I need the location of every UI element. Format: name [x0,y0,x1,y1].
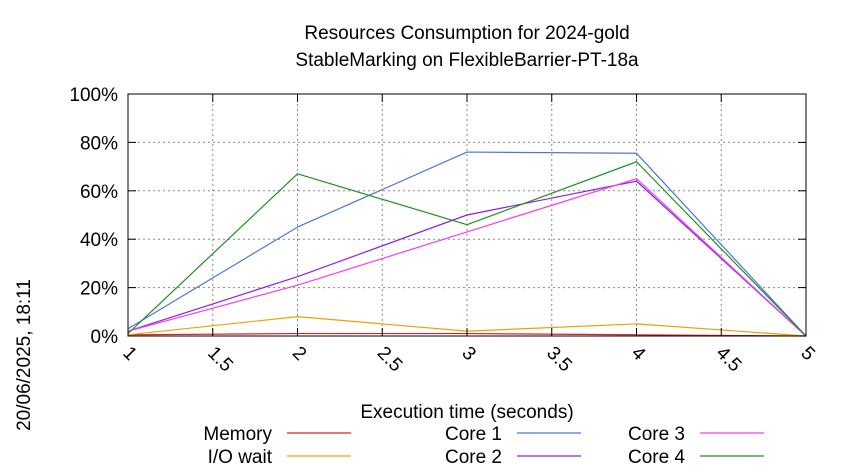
x-tick-label: 1 [118,343,140,365]
legend-label-core-3: Core 3 [628,424,685,445]
x-tick-label: 5 [796,343,818,365]
x-axis-label: Execution time (seconds) [360,402,573,423]
x-tick-label: 4 [627,343,650,366]
y-tick-label: 40% [80,230,118,251]
x-tick-label: 3 [457,343,479,365]
y-tick-label: 80% [80,133,118,154]
y-tick-label: 100% [69,85,118,106]
grid [128,94,806,336]
series-line-core-3 [127,178,807,337]
x-tick-label: 2 [288,343,310,365]
series-line-core-2 [127,180,807,337]
ticks: 0% 20% 40% 60% 80% 100% 1 1.5 2 2.5 3 3.5 4 4.5 5 [69,85,818,376]
legend-label-i-o-wait: I/O wait [208,447,273,468]
legend-label-core-1: Core 1 [445,424,502,445]
x-tick-label: 3.5 [542,343,576,377]
series-line-core-4 [127,161,807,337]
x-tick-label: 4.5 [712,343,746,377]
timestamp-label: 20/06/2025, 18:11 [14,279,35,431]
series-line-core-1 [127,151,807,337]
y-tick-label: 20% [80,279,118,300]
legend-label-memory: Memory [203,424,272,445]
x-tick-label: 2.5 [373,343,407,377]
legend-label-core-2: Core 2 [445,447,502,468]
x-tick-label: 1.5 [203,343,237,377]
legend-label-core-4: Core 4 [628,447,685,468]
y-tick-label: 60% [80,182,118,203]
chart-subtitle: StableMarking on FlexibleBarrier-PT-18a [295,50,639,71]
y-tick-label: 0% [91,327,119,348]
chart-title: Resources Consumption for 2024-gold [304,23,629,44]
